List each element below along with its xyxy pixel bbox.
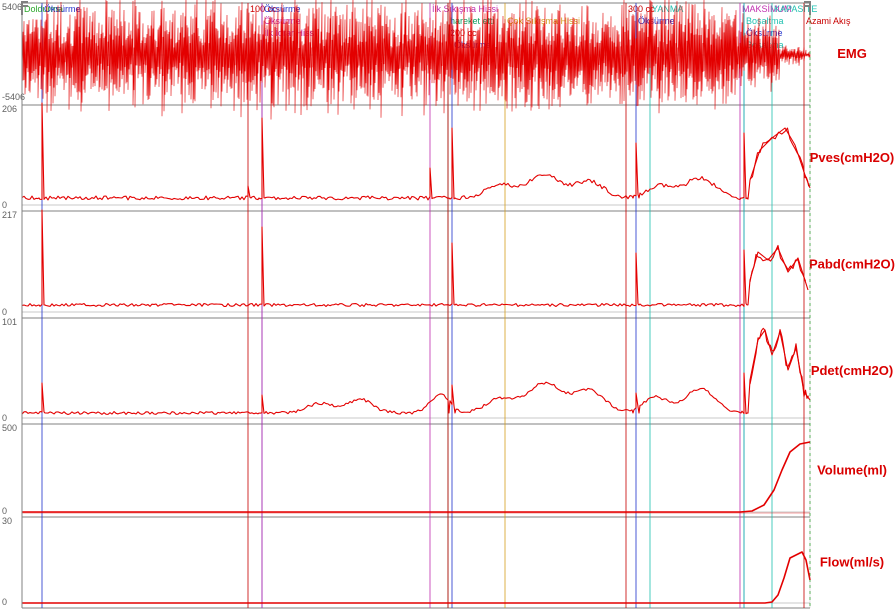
- svg-text:101: 101: [2, 317, 17, 327]
- svg-text:Pdet(cmH2O): Pdet(cmH2O): [811, 363, 893, 378]
- svg-text:0: 0: [2, 597, 7, 607]
- svg-text:0: 0: [2, 307, 7, 317]
- svg-text:500: 500: [2, 423, 17, 433]
- svg-text:0: 0: [2, 506, 7, 516]
- svg-text:30: 30: [2, 516, 12, 526]
- svg-text:Volume(ml): Volume(ml): [817, 463, 887, 478]
- svg-text:EMG: EMG: [837, 46, 867, 61]
- svg-text:0: 0: [2, 200, 7, 210]
- svg-text:YANMA: YANMA: [652, 4, 683, 14]
- urodynamic-chart: 5406-5406EMG2060Pves(cmH2O)2170Pabd(cmH2…: [0, 0, 896, 612]
- svg-text:Boşaltma: Boşaltma: [746, 16, 784, 26]
- svg-text:206: 206: [2, 104, 17, 114]
- svg-text:Azami Akış: Azami Akış: [806, 16, 851, 26]
- svg-text:Pves(cmH2O): Pves(cmH2O): [810, 150, 895, 165]
- svg-text:Çok Sıkışma Hissi: Çok Sıkışma Hissi: [507, 16, 580, 26]
- svg-text:Flow(ml/s): Flow(ml/s): [820, 555, 884, 570]
- svg-text:Öksürme: Öksürme: [44, 4, 81, 14]
- svg-text:5406: 5406: [2, 2, 22, 12]
- svg-text:0: 0: [2, 413, 7, 423]
- svg-text:217: 217: [2, 210, 17, 220]
- svg-text:Pabd(cmH2O): Pabd(cmH2O): [809, 257, 895, 272]
